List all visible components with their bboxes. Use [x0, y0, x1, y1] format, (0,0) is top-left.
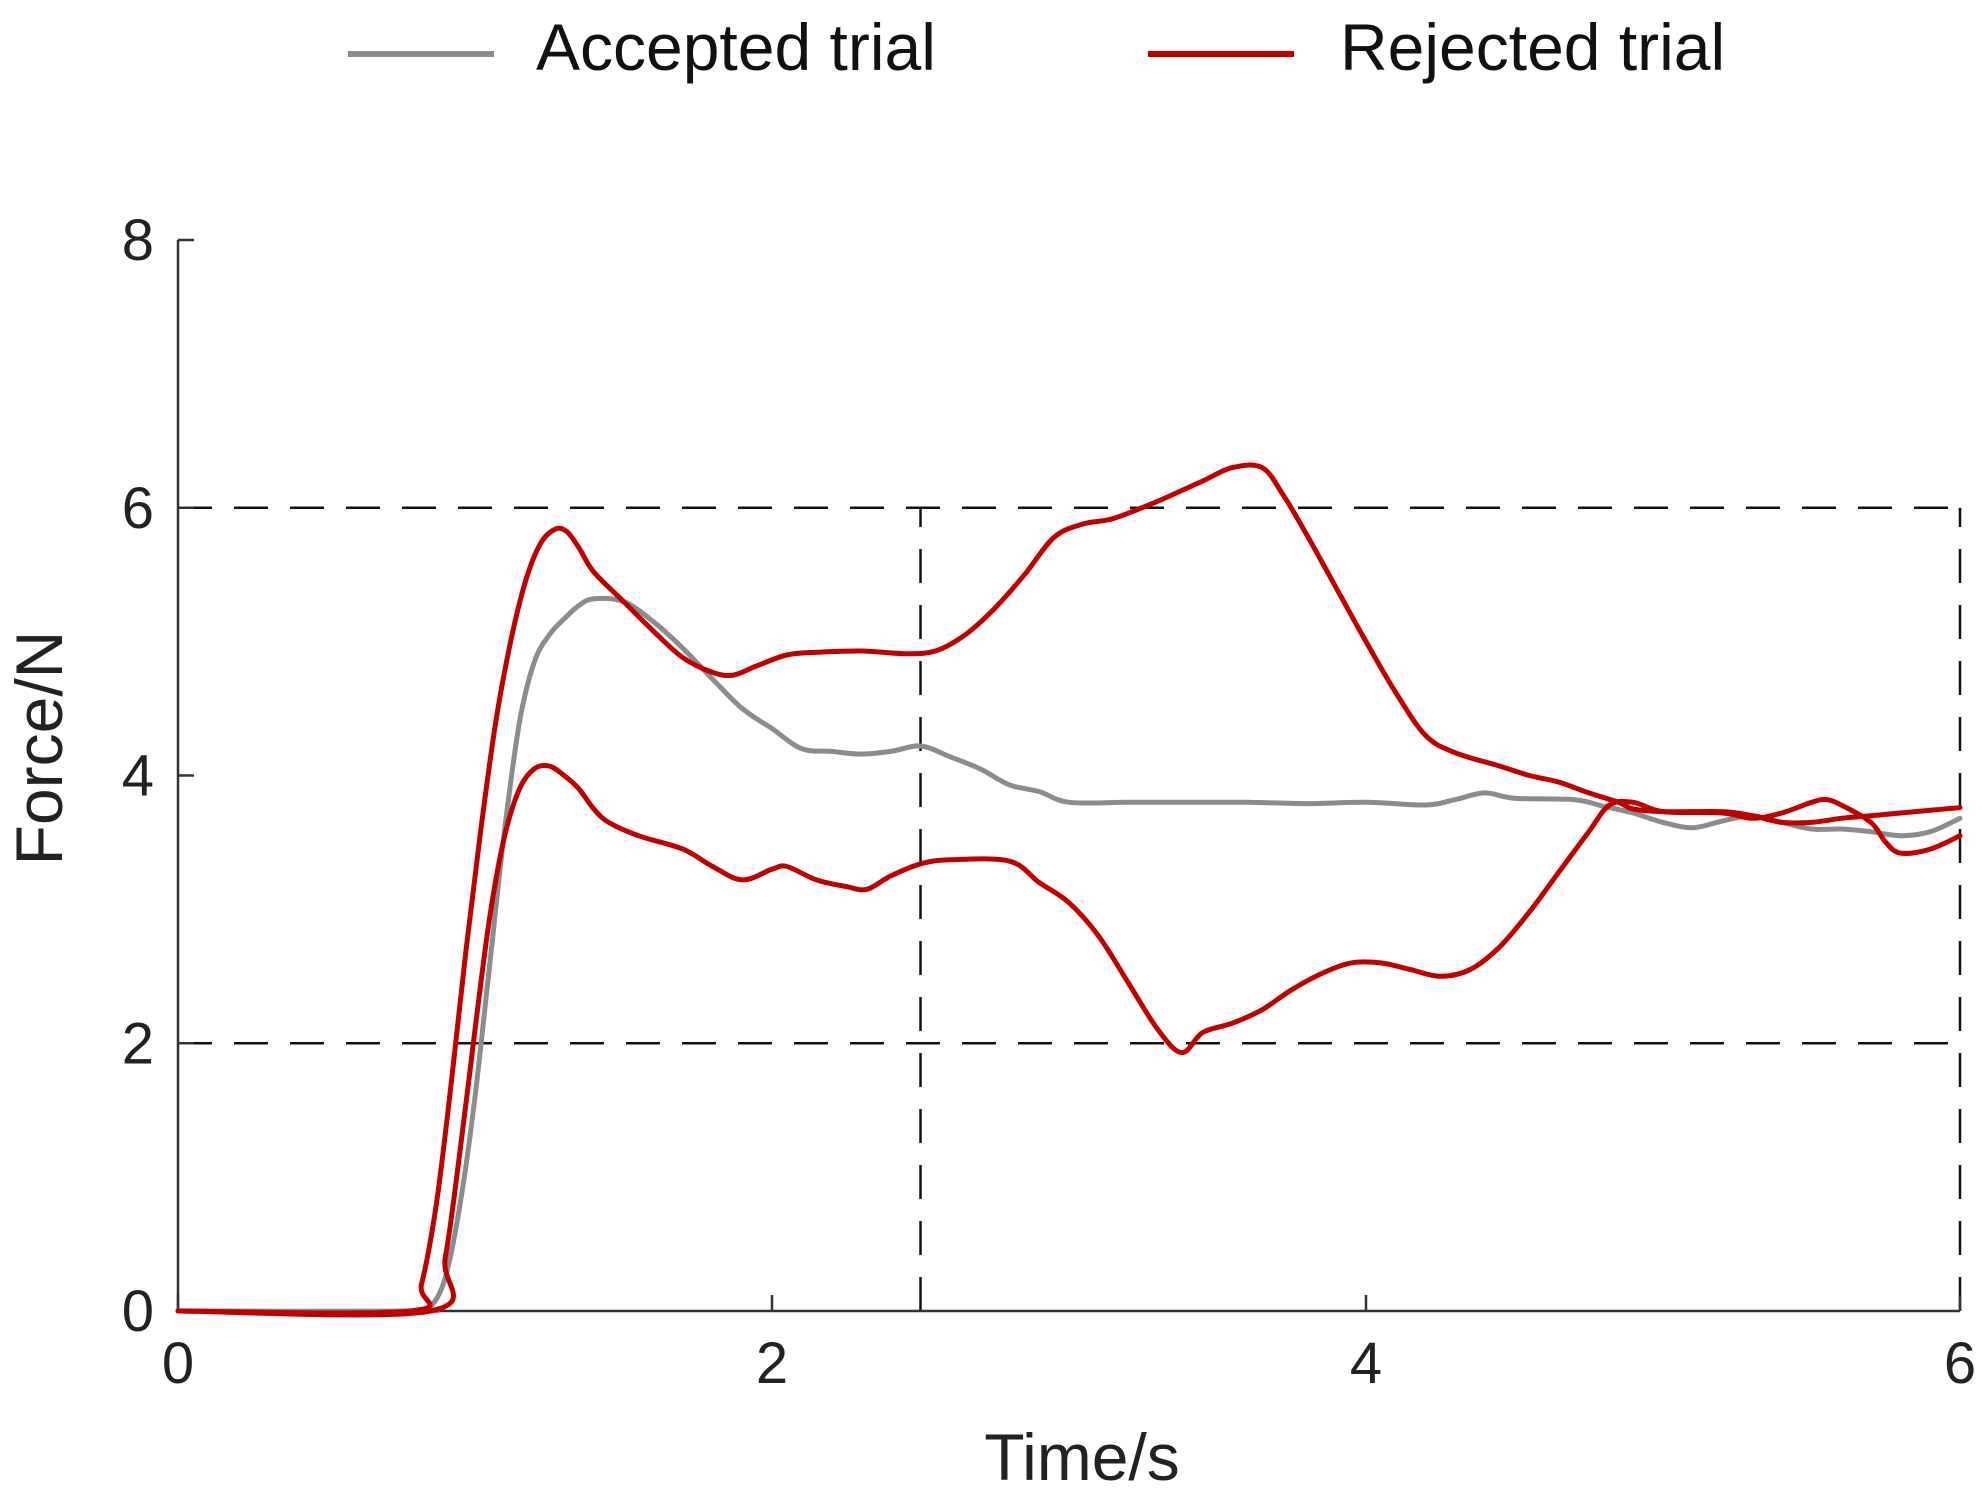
y-tick-label: 2 — [122, 1011, 154, 1076]
y-tick-label: 0 — [122, 1279, 154, 1344]
series-line-rejected-trial-2 — [175, 762, 1963, 1318]
reference-lines — [178, 506, 1962, 1311]
series-line-rejected-trial-1 — [175, 462, 1963, 1316]
axes: 0 2 4 6 0 2 4 6 8 — [122, 208, 1976, 1396]
x-axis-title: Time/s — [984, 1420, 1180, 1491]
legend-label-accepted-trial: Accepted trial — [536, 10, 936, 84]
x-tick-label: 0 — [162, 1331, 194, 1396]
x-tick-label: 2 — [756, 1331, 788, 1396]
legend: Accepted trial Rejected trial — [348, 10, 1725, 84]
y-tick-label: 4 — [122, 744, 154, 809]
legend-label-rejected-trial: Rejected trial — [1340, 10, 1725, 84]
y-tick-label: 6 — [122, 476, 154, 541]
series-line-accepted-trial-0 — [175, 595, 1963, 1314]
x-tick-label: 6 — [1944, 1331, 1976, 1396]
y-axis-title: Force/N — [2, 631, 76, 866]
series-layer — [175, 462, 1963, 1318]
x-tick-label: 4 — [1350, 1331, 1382, 1396]
y-tick-label: 8 — [122, 208, 154, 273]
